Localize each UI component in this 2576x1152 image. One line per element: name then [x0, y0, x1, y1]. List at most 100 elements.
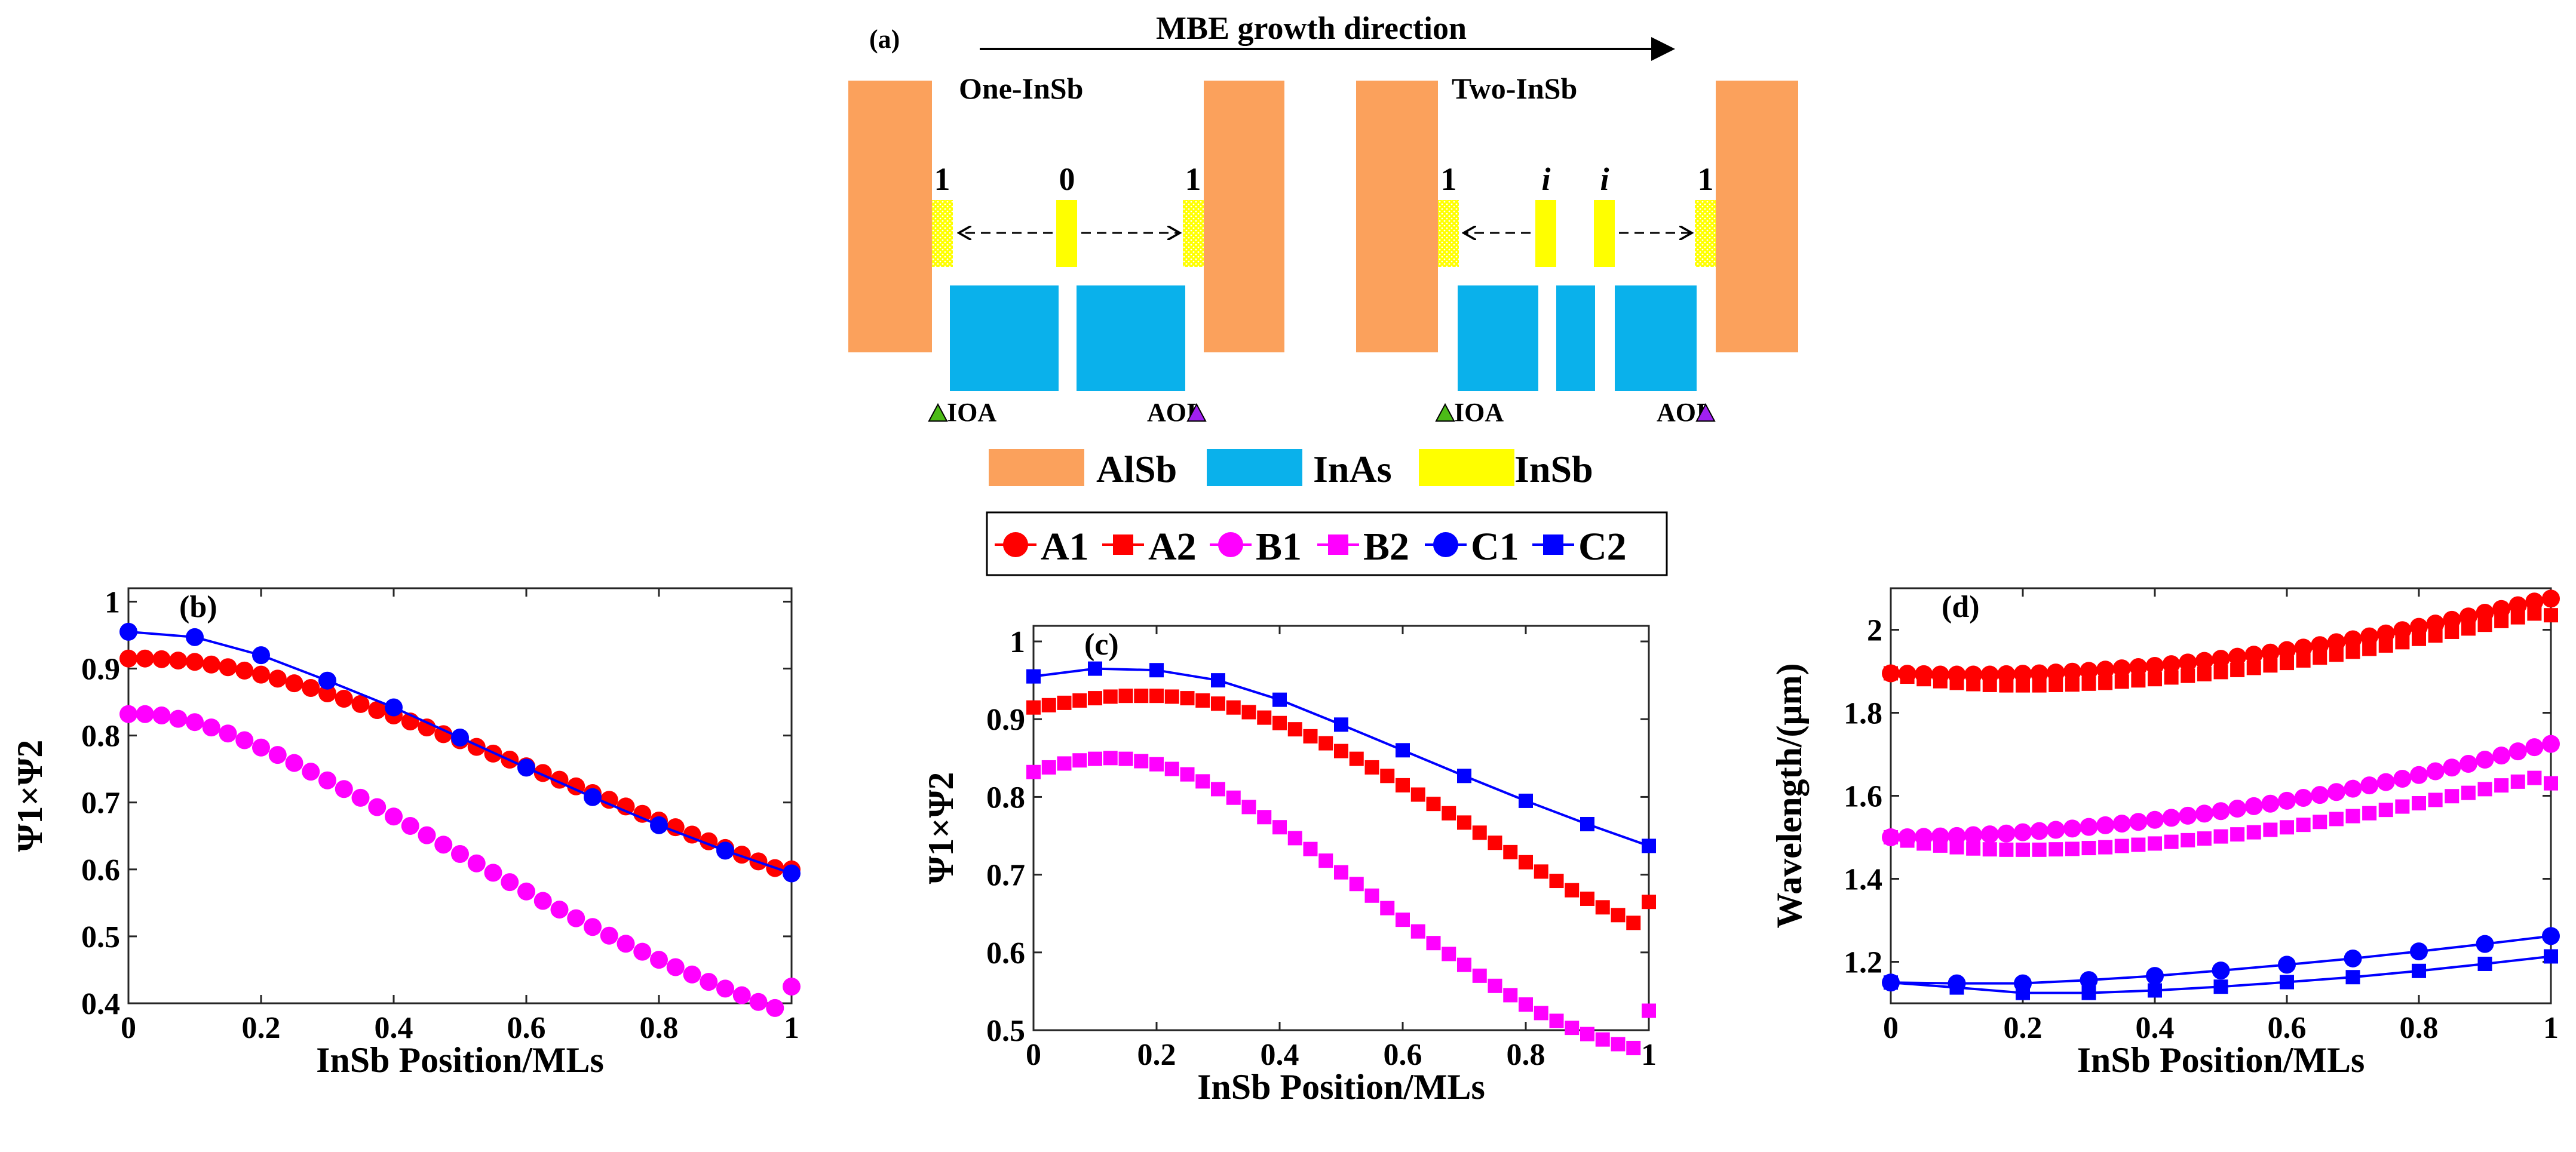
- inas-well-right-1: [1077, 285, 1185, 391]
- point-c-a2-27: [1442, 806, 1456, 821]
- point-d-a2-24: [2280, 656, 2294, 671]
- point-c-b2-16: [1272, 820, 1287, 835]
- insb-interface-right-2: [1695, 200, 1716, 267]
- legend-marker-c2: [1543, 534, 1563, 555]
- point-c-a2-16: [1272, 715, 1287, 730]
- point-c-b2-28: [1457, 957, 1471, 972]
- x-tick-label-c-1: 0.2: [1137, 1038, 1176, 1072]
- point-d-a2-20: [2213, 665, 2228, 680]
- point-d-a2-37: [2494, 613, 2509, 628]
- point-c-b2-1: [1041, 760, 1056, 775]
- legend-swatch-insb: [1419, 449, 1514, 486]
- position-label-2d: 1: [1698, 161, 1714, 197]
- point-c-a2-18: [1303, 729, 1318, 744]
- point-c-b2-24: [1396, 913, 1410, 927]
- point-d-a1-25: [2294, 638, 2313, 657]
- y-tick-label-b-3: 0.7: [81, 787, 120, 821]
- point-d-a2-16: [2148, 672, 2162, 687]
- point-d-a2-19: [2197, 666, 2212, 681]
- point-d-b2-32: [2412, 796, 2426, 811]
- point-b-c1-9: [716, 841, 734, 860]
- point-c-a2-6: [1118, 689, 1133, 704]
- point-c-a2-22: [1364, 760, 1379, 775]
- point-c-c2-0: [1026, 669, 1041, 684]
- point-d-a1-12: [2080, 662, 2098, 680]
- point-c-b2-36: [1580, 1027, 1594, 1042]
- point-d-c1-9: [2476, 935, 2494, 953]
- point-d-b1-39: [2525, 738, 2544, 757]
- point-c-b2-32: [1519, 997, 1533, 1012]
- position-label-1b: 0: [1059, 161, 1075, 197]
- legend-text-b1: B1: [1256, 525, 1302, 569]
- point-c-b2-14: [1241, 800, 1256, 815]
- point-b-b1-29: [600, 926, 618, 945]
- point-b-b1-14: [351, 788, 370, 807]
- point-d-b2-16: [2148, 836, 2162, 851]
- point-b-b1-25: [533, 892, 552, 910]
- aoi-triangle-2: [1695, 403, 1716, 422]
- point-d-b2-1: [1900, 833, 1915, 848]
- alsb-barrier-right-2: [1716, 81, 1798, 352]
- point-d-b1-37: [2492, 747, 2511, 765]
- point-b-b1-7: [235, 731, 254, 749]
- point-b-b1-4: [186, 713, 204, 732]
- point-d-b1-31: [2393, 770, 2412, 788]
- point-d-b2-2: [1916, 836, 1931, 851]
- point-d-a1-28: [2344, 630, 2362, 649]
- point-b-a1-37: [732, 846, 751, 864]
- point-c-b2-4: [1088, 751, 1102, 766]
- point-d-b1-9: [2030, 822, 2048, 840]
- point-c-b2-37: [1595, 1032, 1610, 1047]
- legend-text-a1: A1: [1041, 525, 1089, 569]
- point-b-a1-31: [633, 804, 652, 823]
- point-d-a2-35: [2461, 621, 2476, 636]
- point-b-a1-9: [268, 669, 287, 688]
- point-d-c2-10: [2544, 949, 2558, 964]
- x-tick-label-c-3: 0.6: [1384, 1038, 1422, 1072]
- point-b-a1-19: [434, 725, 453, 744]
- point-d-a2-25: [2296, 653, 2311, 668]
- ioa-triangle-1: [928, 403, 948, 422]
- point-b-b1-17: [401, 816, 419, 835]
- point-c-a2-10: [1180, 691, 1195, 706]
- point-c-b2-22: [1364, 888, 1379, 903]
- point-c-b2-21: [1349, 877, 1364, 892]
- point-b-a1-1: [136, 649, 154, 668]
- y-axis-label-d: Wavelength/(μm): [1770, 663, 1809, 929]
- point-c-a2-17: [1287, 722, 1302, 737]
- point-d-b2-8: [2016, 842, 2030, 857]
- point-b-b1-10: [285, 754, 303, 772]
- point-d-a1-14: [2112, 659, 2131, 678]
- point-b-b1-5: [202, 718, 220, 737]
- legend-text-c2: C2: [1578, 525, 1627, 569]
- insb-interface-left-1: [932, 200, 953, 267]
- point-d-a1-18: [2179, 653, 2197, 672]
- point-d-a2-18: [2181, 668, 2195, 683]
- point-c-a2-29: [1472, 825, 1487, 840]
- y-axis-label-c: Ψ1×Ψ2: [921, 772, 961, 884]
- point-b-c1-3: [318, 671, 336, 690]
- point-d-a2-40: [2544, 608, 2558, 623]
- point-d-a1-11: [2063, 662, 2081, 681]
- point-d-b2-33: [2428, 792, 2443, 807]
- point-b-a1-11: [302, 679, 320, 698]
- point-c-b2-20: [1334, 865, 1348, 880]
- point-d-a1-23: [2261, 643, 2280, 662]
- point-d-a2-11: [2065, 677, 2080, 692]
- axes-box-c: [1032, 625, 1650, 1031]
- y-tick-label-c-5: 1: [1010, 625, 1025, 659]
- point-c-b2-34: [1549, 1013, 1564, 1028]
- legend-marker-a2: [1113, 534, 1133, 555]
- point-c-b2-26: [1426, 936, 1441, 951]
- point-d-c1-10: [2542, 927, 2560, 945]
- legend-marker-b1: [1218, 532, 1243, 557]
- point-c-b2-9: [1164, 761, 1179, 776]
- x-tick-label-d-3: 0.6: [2268, 1011, 2307, 1045]
- point-d-b2-40: [2544, 776, 2558, 791]
- point-c-a2-20: [1334, 744, 1348, 758]
- point-d-b1-18: [2179, 806, 2197, 825]
- point-c-b2-17: [1287, 831, 1302, 846]
- point-c-c2-1: [1088, 661, 1102, 676]
- point-c-a2-33: [1534, 864, 1548, 879]
- point-b-c1-1: [186, 628, 204, 646]
